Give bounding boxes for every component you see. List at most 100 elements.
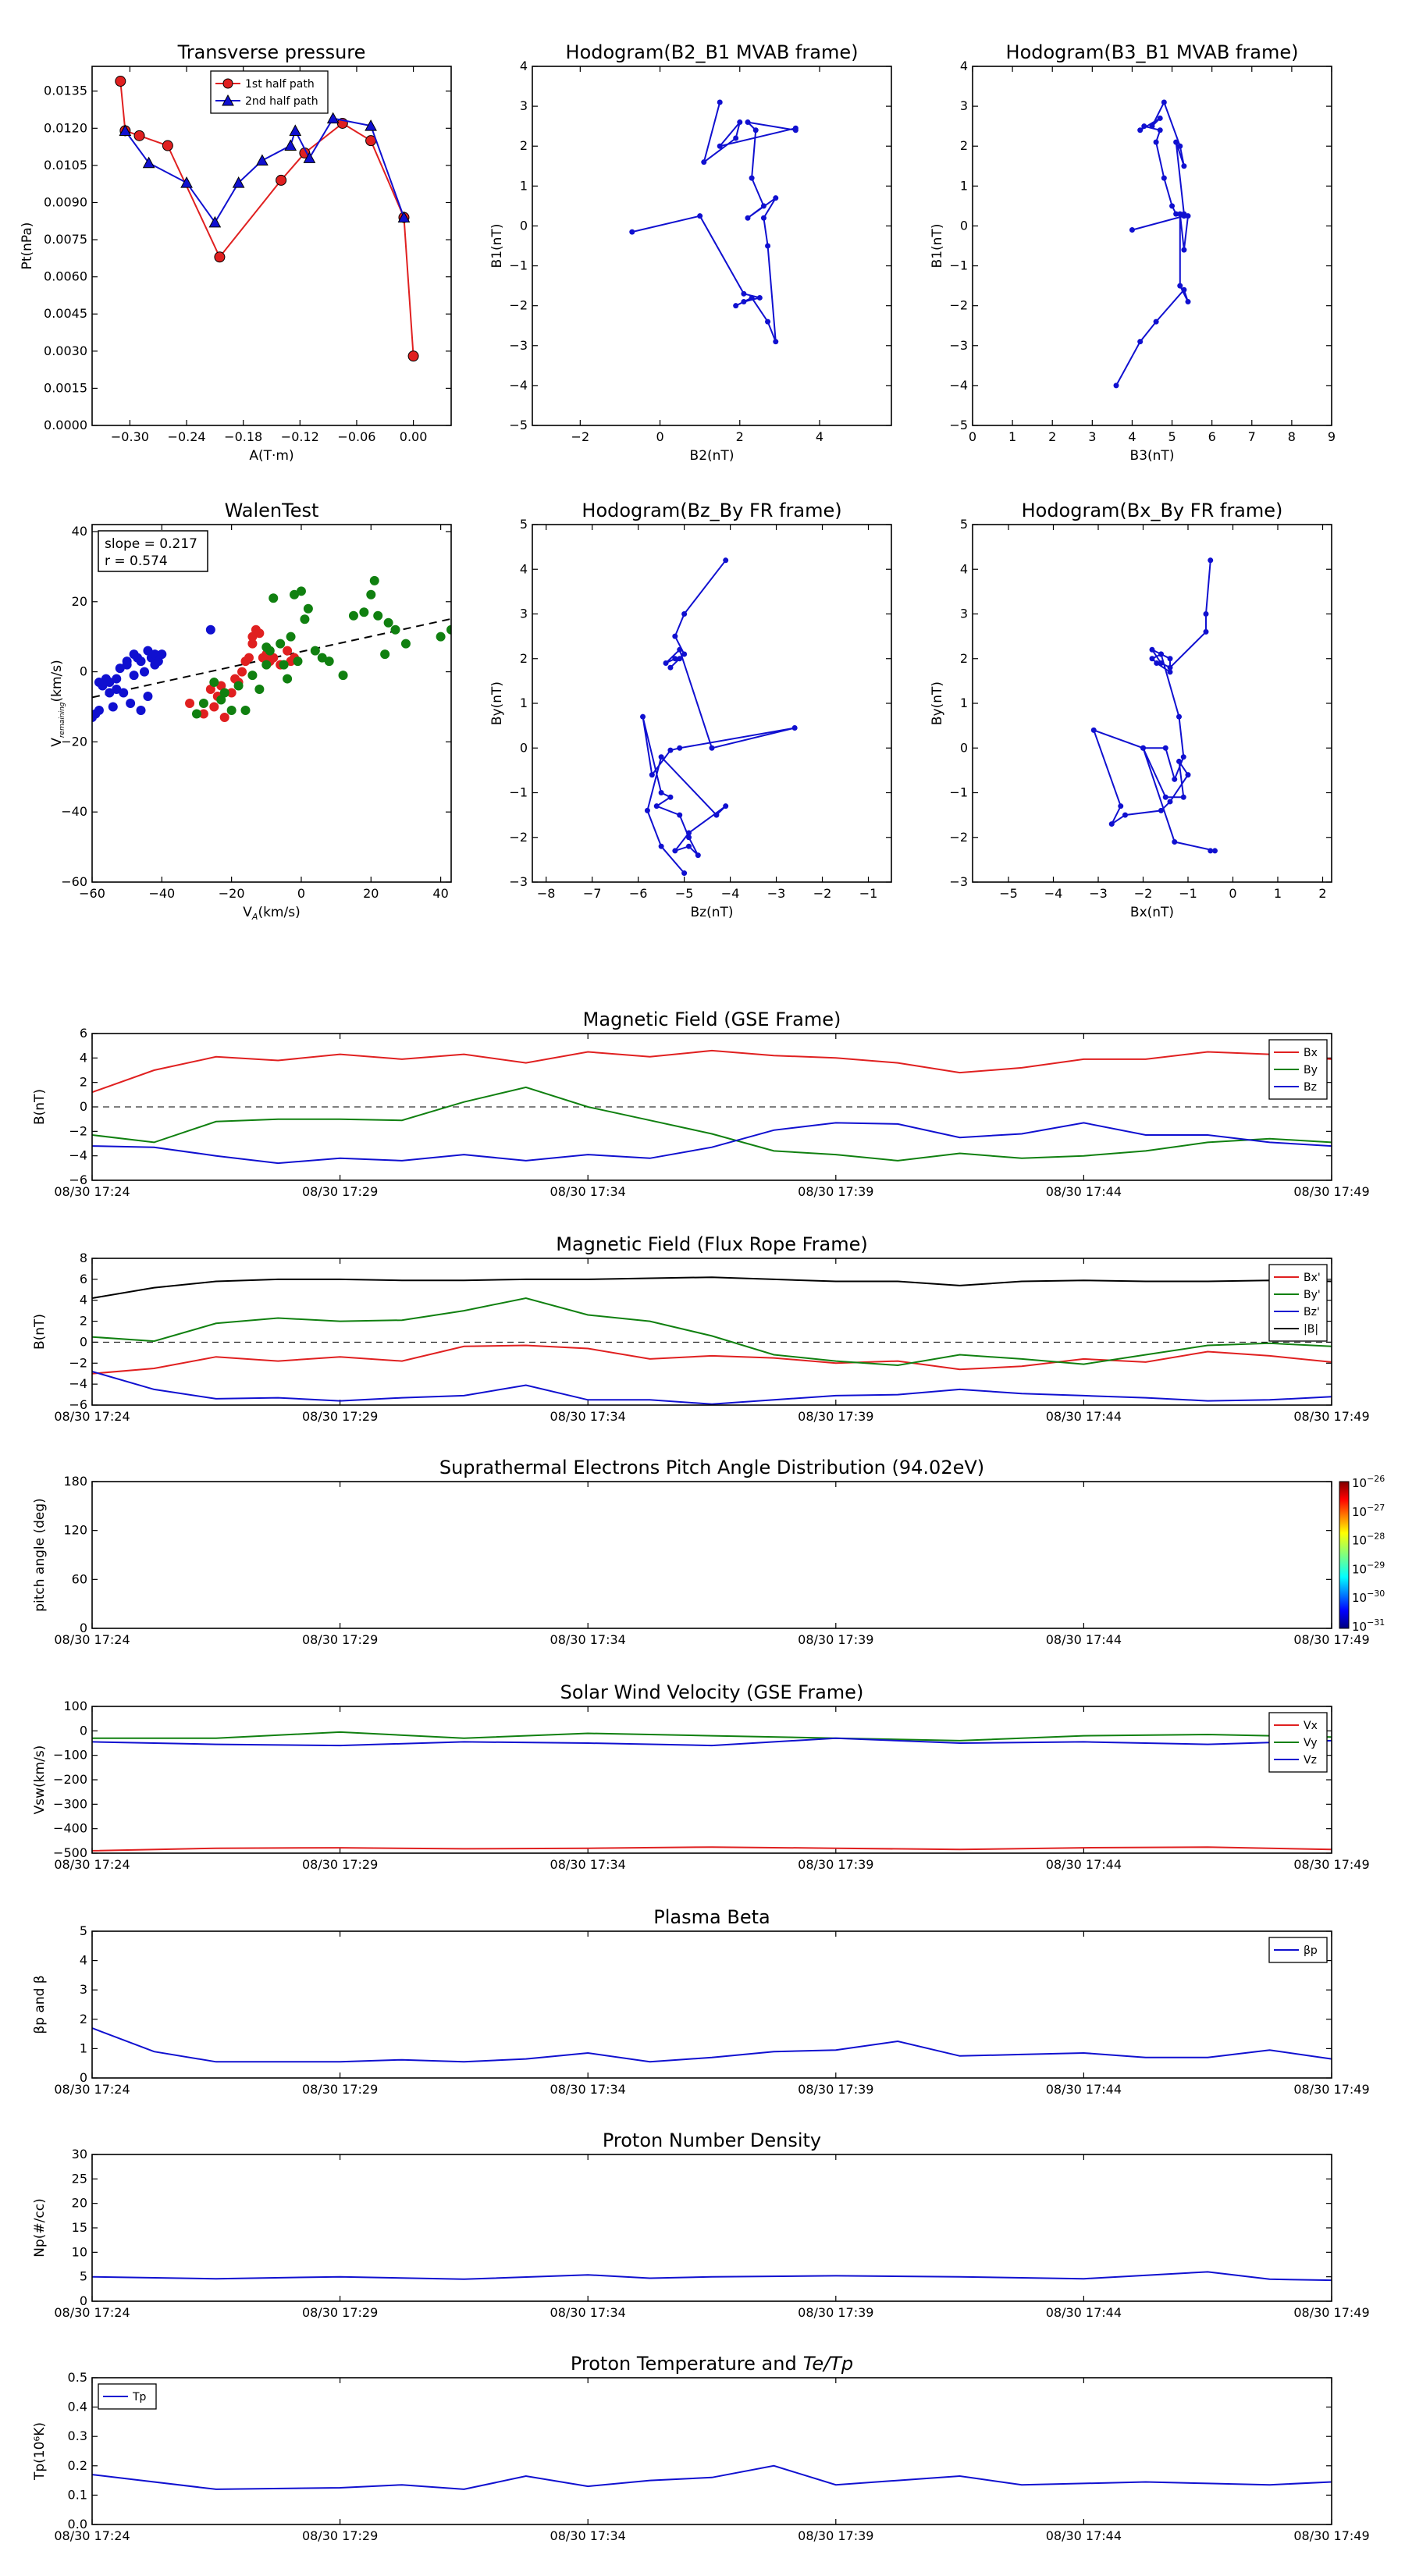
scatter-point [150, 660, 160, 670]
scatter-point [205, 685, 215, 695]
x-tick-label: 4 [816, 429, 823, 444]
y-tick-label: 6 [80, 1026, 87, 1041]
scatter-point [150, 649, 160, 660]
data-point [792, 125, 799, 131]
x-tick-label: −2 [813, 886, 832, 901]
plot-area [1090, 557, 1218, 854]
chart-title: Hodogram(Bz_By FR frame) [582, 500, 841, 521]
legend-label: Vx [1304, 1720, 1318, 1732]
scatter-point [230, 674, 240, 684]
scatter-point [129, 671, 139, 681]
scatter-point [436, 632, 446, 642]
data-point [749, 175, 755, 181]
series-line-0 [1092, 560, 1215, 852]
data-point [1173, 139, 1179, 145]
y-tick-label: 2 [520, 651, 528, 666]
scatter-point [286, 632, 296, 642]
panel-np: Proton Number Density 08/30 17:24 08/30 17… [32, 2129, 1370, 2320]
scatter-point [209, 678, 219, 688]
data-point [733, 303, 739, 309]
data-point [681, 611, 688, 617]
x-tick-label: 08/30 17:44 [1046, 2305, 1122, 2320]
x-tick-label: 08/30 17:49 [1293, 1857, 1369, 1872]
data-point [686, 843, 692, 849]
colorbar-label: 10−31 [1352, 1617, 1385, 1634]
data-point [232, 176, 245, 188]
data-point [1149, 123, 1155, 130]
scatter-point [198, 709, 208, 719]
panel-vsw: Solar Wind Velocity (GSE Frame) 08/30 17:… [32, 1681, 1370, 1872]
x-tick-label: −5 [999, 886, 1018, 901]
data-point [672, 633, 678, 639]
x-tick-label: 08/30 17:44 [1046, 1857, 1122, 1872]
data-point [695, 852, 701, 859]
data-point [791, 724, 798, 731]
panel-h4: Hodogram(Bx_By FR frame) −5 −4 −3 −2 −1 0 1 2 −3 −… [930, 500, 1332, 920]
chart-title: WalenTest [225, 500, 319, 521]
y-tick-label: 2 [520, 138, 528, 153]
plot-area [115, 76, 419, 362]
x-tick-label: 08/30 17:34 [550, 2528, 626, 2543]
data-point [1149, 646, 1155, 653]
scatter-point [233, 681, 244, 691]
scatter-point [400, 639, 411, 649]
legend-label: Tp [132, 2391, 147, 2403]
x-tick-label: 40 [432, 886, 448, 901]
y-tick-label: −20 [61, 734, 87, 749]
series-line-0 [642, 560, 795, 874]
y-tick-label: 4 [520, 59, 528, 73]
x-tick-label: 08/30 17:49 [1293, 2082, 1369, 2097]
x-tick-label: 7 [1248, 429, 1256, 444]
y-tick-label: −6 [69, 1172, 87, 1187]
scatter-point [290, 589, 300, 600]
data-point [737, 119, 743, 126]
data-point [1158, 807, 1164, 813]
data-point [717, 99, 723, 105]
y-tick-label: 0 [520, 740, 528, 755]
y-tick-label: −1 [509, 785, 528, 800]
x-tick-label: 08/30 17:29 [302, 1409, 378, 1424]
y-tick-label: 0.0030 [44, 343, 87, 358]
legend-label: Bz' [1304, 1306, 1320, 1318]
data-point [1129, 227, 1135, 233]
y-tick-label: 100 [63, 1699, 87, 1713]
data-point [629, 229, 635, 235]
y-tick-label: 1 [520, 178, 528, 193]
y-tick-label: 4 [80, 1293, 87, 1308]
y-tick-label: 3 [80, 1982, 87, 1997]
x-tick-label: 08/30 17:24 [54, 1409, 130, 1424]
data-point [1180, 794, 1186, 800]
scatter-point [219, 712, 229, 722]
y-axis-label-sub: remaining [59, 702, 66, 738]
x-tick-label: 08/30 17:39 [798, 1184, 873, 1199]
y-tick-label: −2 [69, 1355, 87, 1370]
x-tick-label: −60 [79, 886, 105, 901]
x-tick-label: 08/30 17:39 [798, 2082, 873, 2097]
y-tick-label: 0 [80, 1621, 87, 1635]
y-tick-label: 5 [520, 517, 528, 532]
scatter-point [373, 610, 383, 621]
y-tick-label: 20 [72, 594, 87, 609]
data-point [677, 656, 683, 662]
x-tick-label: 2 [1318, 886, 1326, 901]
x-tick-label: −20 [219, 886, 245, 901]
legend-marker [222, 78, 233, 89]
scatter-point [369, 575, 379, 585]
data-point [1113, 382, 1119, 389]
x-tick-label: 0 [656, 429, 663, 444]
x-tick-label: 08/30 17:49 [1293, 1409, 1369, 1424]
legend-label: Vz [1304, 1754, 1317, 1767]
scatter-point [261, 642, 272, 653]
axes-frame [91, 66, 452, 426]
y-tick-label: −5 [949, 418, 968, 432]
scatter-point [237, 667, 247, 677]
data-point [1181, 247, 1187, 253]
scatter-point [139, 667, 149, 677]
data-point [760, 215, 767, 221]
data-point [658, 754, 664, 760]
data-point [1167, 664, 1173, 671]
y-axis-label: B1(nT) [930, 224, 945, 269]
x-tick-label: 08/30 17:29 [302, 1857, 378, 1872]
x-tick-label: 08/30 17:49 [1293, 1632, 1369, 1647]
scatter-point [296, 586, 306, 596]
